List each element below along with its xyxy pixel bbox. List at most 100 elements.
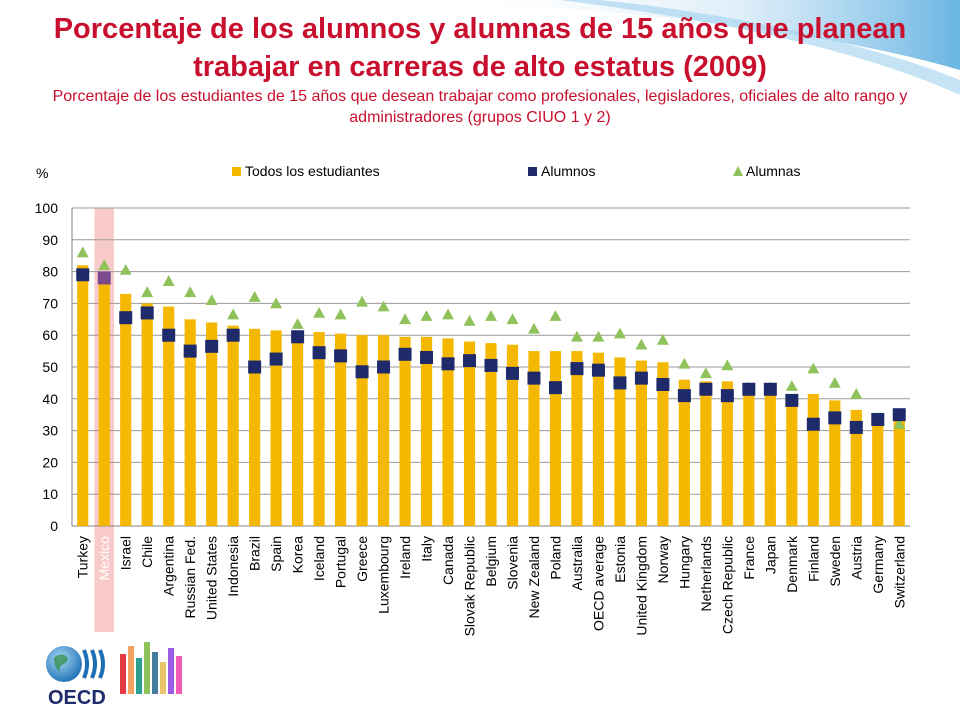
x-tick-label-slovenia: Slovenia (504, 536, 520, 590)
bar-iceland (313, 332, 325, 526)
triangle-austria (850, 388, 863, 399)
bar-indonesia (227, 325, 239, 526)
bar-germany (872, 417, 884, 526)
square-canada (441, 357, 455, 371)
square-australia (570, 362, 584, 376)
chart-subtitle: Porcentaje de los estudiantes de 15 años… (52, 88, 908, 126)
bar-hungary (678, 379, 690, 526)
x-tick-label-mexico: Mexico (96, 536, 112, 581)
square-chile (140, 306, 154, 320)
square-norway (656, 377, 670, 391)
bar-finland (807, 394, 819, 526)
x-tick-label-czech-republic: Czech Republic (719, 536, 735, 634)
triangle-luxembourg (377, 300, 390, 312)
triangle-portugal (334, 308, 347, 320)
x-tick-label-spain: Spain (268, 536, 284, 572)
triangle-estonia (613, 327, 626, 339)
bar-canada (442, 338, 454, 526)
triangle-belgium (485, 310, 497, 321)
x-tick-label-norway: Norway (655, 536, 671, 583)
y-tick-label-80: 80 (42, 264, 58, 280)
square-ireland (398, 347, 412, 361)
square-greece (355, 365, 369, 379)
square-switzerland (892, 408, 906, 422)
bar-sweden (829, 400, 841, 526)
triangle-indonesia (227, 308, 240, 320)
triangle-spain (270, 297, 283, 309)
bar-argentina (163, 306, 175, 526)
square-korea (291, 330, 305, 344)
x-tick-label-united-kingdom: United Kingdom (633, 536, 649, 636)
triangle-israel (119, 264, 132, 275)
square-turkey (76, 268, 90, 282)
x-tick-label-belgium: Belgium (483, 536, 499, 587)
y-tick-label-10: 10 (42, 486, 58, 502)
square-slovenia (505, 366, 519, 380)
square-spain (269, 352, 283, 366)
triangle-ireland (399, 313, 412, 325)
triangle-united-kingdom (635, 338, 648, 350)
x-tick-label-ireland: Ireland (397, 536, 413, 579)
square-portugal (334, 349, 348, 363)
square-united-kingdom (634, 371, 648, 385)
x-tick-label-turkey: Turkey (75, 536, 91, 578)
x-tick-label-slovak-republic: Slovak Republic (462, 536, 478, 636)
x-tick-label-austria: Austria (848, 536, 864, 580)
square-new-zealand (527, 371, 541, 385)
bar-netherlands (700, 381, 712, 526)
y-tick-label-0: 0 (50, 518, 58, 534)
bar-korea (292, 332, 304, 526)
square-poland (548, 381, 562, 395)
triangle-canada (442, 308, 455, 320)
x-tick-label-new-zealand: New Zealand (526, 536, 542, 619)
bar-united-states (206, 322, 218, 526)
square-austria (849, 420, 863, 434)
bar-spain (270, 330, 282, 526)
fifty-mark (120, 642, 182, 694)
triangle-italy (420, 310, 433, 321)
bar-czech-republic (721, 381, 733, 526)
y-tick-label-60: 60 (42, 327, 58, 343)
bar-united-kingdom (635, 360, 647, 526)
bar-slovenia (506, 344, 519, 526)
chart-title: Porcentaje de los alumnos y alumnas de 1… (53, 13, 907, 83)
triangle-brazil (248, 291, 261, 302)
bar-israel (120, 293, 132, 526)
x-tick-label-netherlands: Netherlands (698, 536, 714, 612)
x-tick-label-france: France (741, 536, 757, 580)
x-tick-label-korea: Korea (290, 536, 306, 574)
square-czech-republic (720, 389, 734, 403)
triangle-sweden (828, 376, 841, 388)
square-belgium (484, 358, 498, 372)
y-tick-label-100: 100 (35, 200, 59, 216)
square-israel (119, 311, 133, 325)
bar-france (743, 389, 755, 526)
x-tick-label-italy: Italy (419, 536, 435, 562)
bar-italy (420, 336, 433, 526)
x-tick-label-hungary: Hungary (676, 536, 692, 589)
square-iceland (312, 346, 326, 360)
square-sweden (828, 411, 842, 425)
bar-brazil (249, 328, 261, 526)
square-italy (420, 350, 434, 364)
bar-poland (549, 351, 562, 526)
triangle-chile (141, 286, 154, 298)
x-tick-label-japan: Japan (762, 536, 778, 574)
triangle-netherlands (699, 367, 712, 379)
bar-estonia (614, 357, 626, 526)
square-luxembourg (377, 360, 391, 374)
bar-belgium (485, 343, 497, 526)
triangle-poland (549, 310, 562, 321)
bar-greece (356, 335, 368, 526)
square-mexico (97, 271, 111, 285)
bar-australia (571, 351, 583, 526)
x-axis-categories: Turkey Mexico Israel Chile Argentina Russian … (75, 535, 908, 636)
x-tick-label-luxembourg: Luxembourg (376, 536, 392, 614)
bar-switzerland (893, 421, 905, 526)
triangle-turkey (76, 246, 89, 258)
legend-swatch-bar (232, 167, 241, 176)
x-tick-label-denmark: Denmark (784, 535, 800, 593)
square-netherlands (699, 382, 713, 396)
squares-series (76, 268, 906, 434)
